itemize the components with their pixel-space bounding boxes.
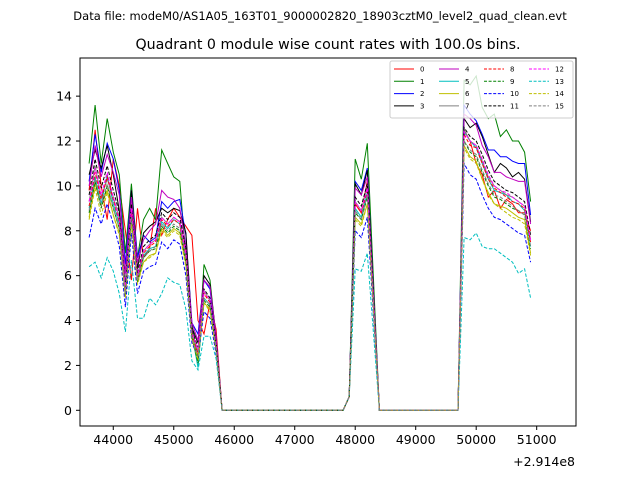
legend-label-2: 2 xyxy=(420,90,424,98)
x-axis: 44000 45000 46000 47000 48000 49000 50000 51000 xyxy=(93,426,557,447)
chart-title: Quadrant 0 module wise count rates with … xyxy=(135,37,520,53)
legend-label-10: 10 xyxy=(510,90,519,98)
legend-label-12: 12 xyxy=(555,66,564,74)
legend-label-11: 11 xyxy=(510,102,519,110)
legend-box xyxy=(389,60,574,119)
x-tick-label: 44000 xyxy=(93,432,133,447)
y-tick-label: 6 xyxy=(64,268,72,283)
chart-suptitle: Data file: modeM0/AS1A05_163T01_90000028… xyxy=(73,9,567,23)
y-tick-label: 10 xyxy=(56,178,72,193)
y-tick-label: 8 xyxy=(64,223,72,238)
legend-label-14: 14 xyxy=(555,90,564,98)
x-tick-label: 49000 xyxy=(396,432,436,447)
x-tick-label: 46000 xyxy=(214,432,254,447)
plot-frame xyxy=(79,57,577,427)
y-tick-label: 14 xyxy=(56,89,72,104)
series-line-11 xyxy=(88,126,532,411)
x-tick-label: 50000 xyxy=(456,432,496,447)
series-line-15 xyxy=(88,139,532,411)
plot-area xyxy=(80,58,576,426)
x-offset-text: +2.914e8 xyxy=(513,454,575,469)
y-tick-label: 2 xyxy=(64,358,72,373)
series-line-4 xyxy=(88,113,532,411)
x-tick-label: 51000 xyxy=(517,432,557,447)
legend-label-9: 9 xyxy=(510,78,514,86)
y-tick-label: 4 xyxy=(64,313,72,328)
series-layer xyxy=(88,74,532,411)
y-tick-label: 12 xyxy=(56,134,72,149)
legend-label-0: 0 xyxy=(420,66,424,74)
series-line-10 xyxy=(88,161,532,411)
x-tick-label: 47000 xyxy=(275,432,315,447)
legend-label-3: 3 xyxy=(420,102,424,110)
legend-label-8: 8 xyxy=(510,66,514,74)
series-line-13 xyxy=(88,232,532,411)
x-tick-label: 48000 xyxy=(335,432,375,447)
legend-label-5: 5 xyxy=(465,78,469,86)
legend-label-7: 7 xyxy=(465,102,469,110)
legend-label-6: 6 xyxy=(465,90,470,98)
x-tick-label: 45000 xyxy=(154,432,194,447)
legend-label-13: 13 xyxy=(555,78,564,86)
legend-label-15: 15 xyxy=(555,102,564,110)
y-axis: 0 2 4 6 8 10 12 14 xyxy=(56,89,80,418)
legend-label-4: 4 xyxy=(465,66,470,74)
y-tick-label: 0 xyxy=(64,403,72,418)
legend-label-1: 1 xyxy=(420,78,424,86)
